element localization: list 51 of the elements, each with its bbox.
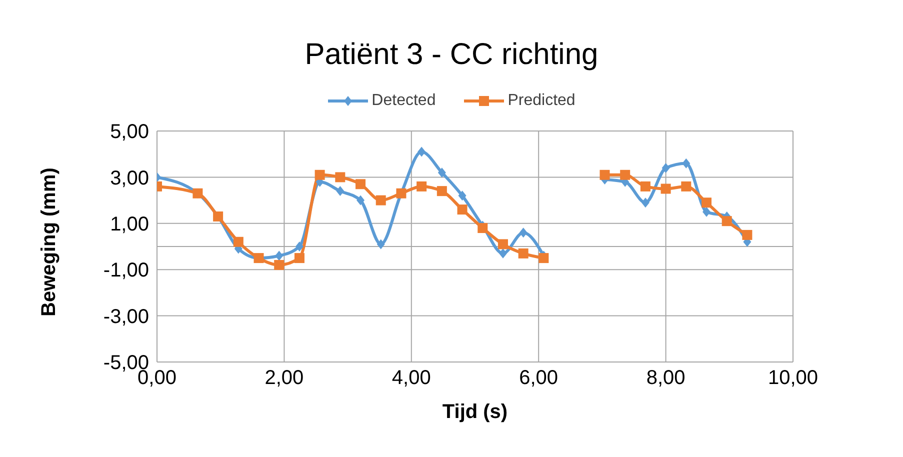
point xyxy=(681,181,692,192)
y-tick-label: 1,00 xyxy=(110,214,149,236)
point xyxy=(335,172,346,182)
point xyxy=(620,170,630,180)
point xyxy=(294,253,304,264)
point xyxy=(314,170,325,180)
y-tick-label: 5,00 xyxy=(110,121,149,144)
point xyxy=(274,260,284,270)
point xyxy=(641,198,650,208)
y-axis-title: Beweging (mm) xyxy=(38,168,60,316)
point xyxy=(702,206,711,217)
point xyxy=(376,239,385,250)
point xyxy=(742,230,752,240)
point xyxy=(233,236,244,247)
point xyxy=(438,168,446,178)
point xyxy=(418,146,426,157)
point xyxy=(662,162,670,173)
x-tick-label: 8,00 xyxy=(646,367,686,390)
point xyxy=(640,181,650,192)
point xyxy=(436,186,447,196)
point xyxy=(457,204,468,215)
point xyxy=(376,195,386,206)
y-tick-label: -3,00 xyxy=(103,306,149,328)
point xyxy=(336,186,344,196)
y-tick-label: -1,00 xyxy=(103,260,149,282)
point xyxy=(498,248,507,258)
point xyxy=(275,250,284,261)
point xyxy=(416,181,427,192)
point xyxy=(519,228,528,238)
chart-title: Patiënt 3 - CC richting xyxy=(304,38,600,72)
x-tick-label: 4,00 xyxy=(392,367,431,390)
point xyxy=(538,253,549,264)
x-tick-label: 6,00 xyxy=(519,367,558,390)
y-tick-label: 3,00 xyxy=(110,167,149,190)
point xyxy=(356,179,366,190)
point xyxy=(682,158,690,168)
point xyxy=(458,190,466,201)
x-tick-label: 10,00 xyxy=(768,367,818,390)
point xyxy=(600,170,610,180)
point xyxy=(660,184,671,194)
point xyxy=(295,242,304,252)
point xyxy=(722,216,732,226)
point xyxy=(478,223,488,234)
x-axis-title: Tijd (s) xyxy=(442,401,508,423)
legend-label: Predicted xyxy=(506,92,576,109)
point xyxy=(518,248,528,258)
legend-label: Detected xyxy=(370,92,436,109)
point xyxy=(498,239,508,250)
point xyxy=(702,198,712,208)
x-tick-label: 2,00 xyxy=(264,367,304,390)
point xyxy=(356,195,365,206)
